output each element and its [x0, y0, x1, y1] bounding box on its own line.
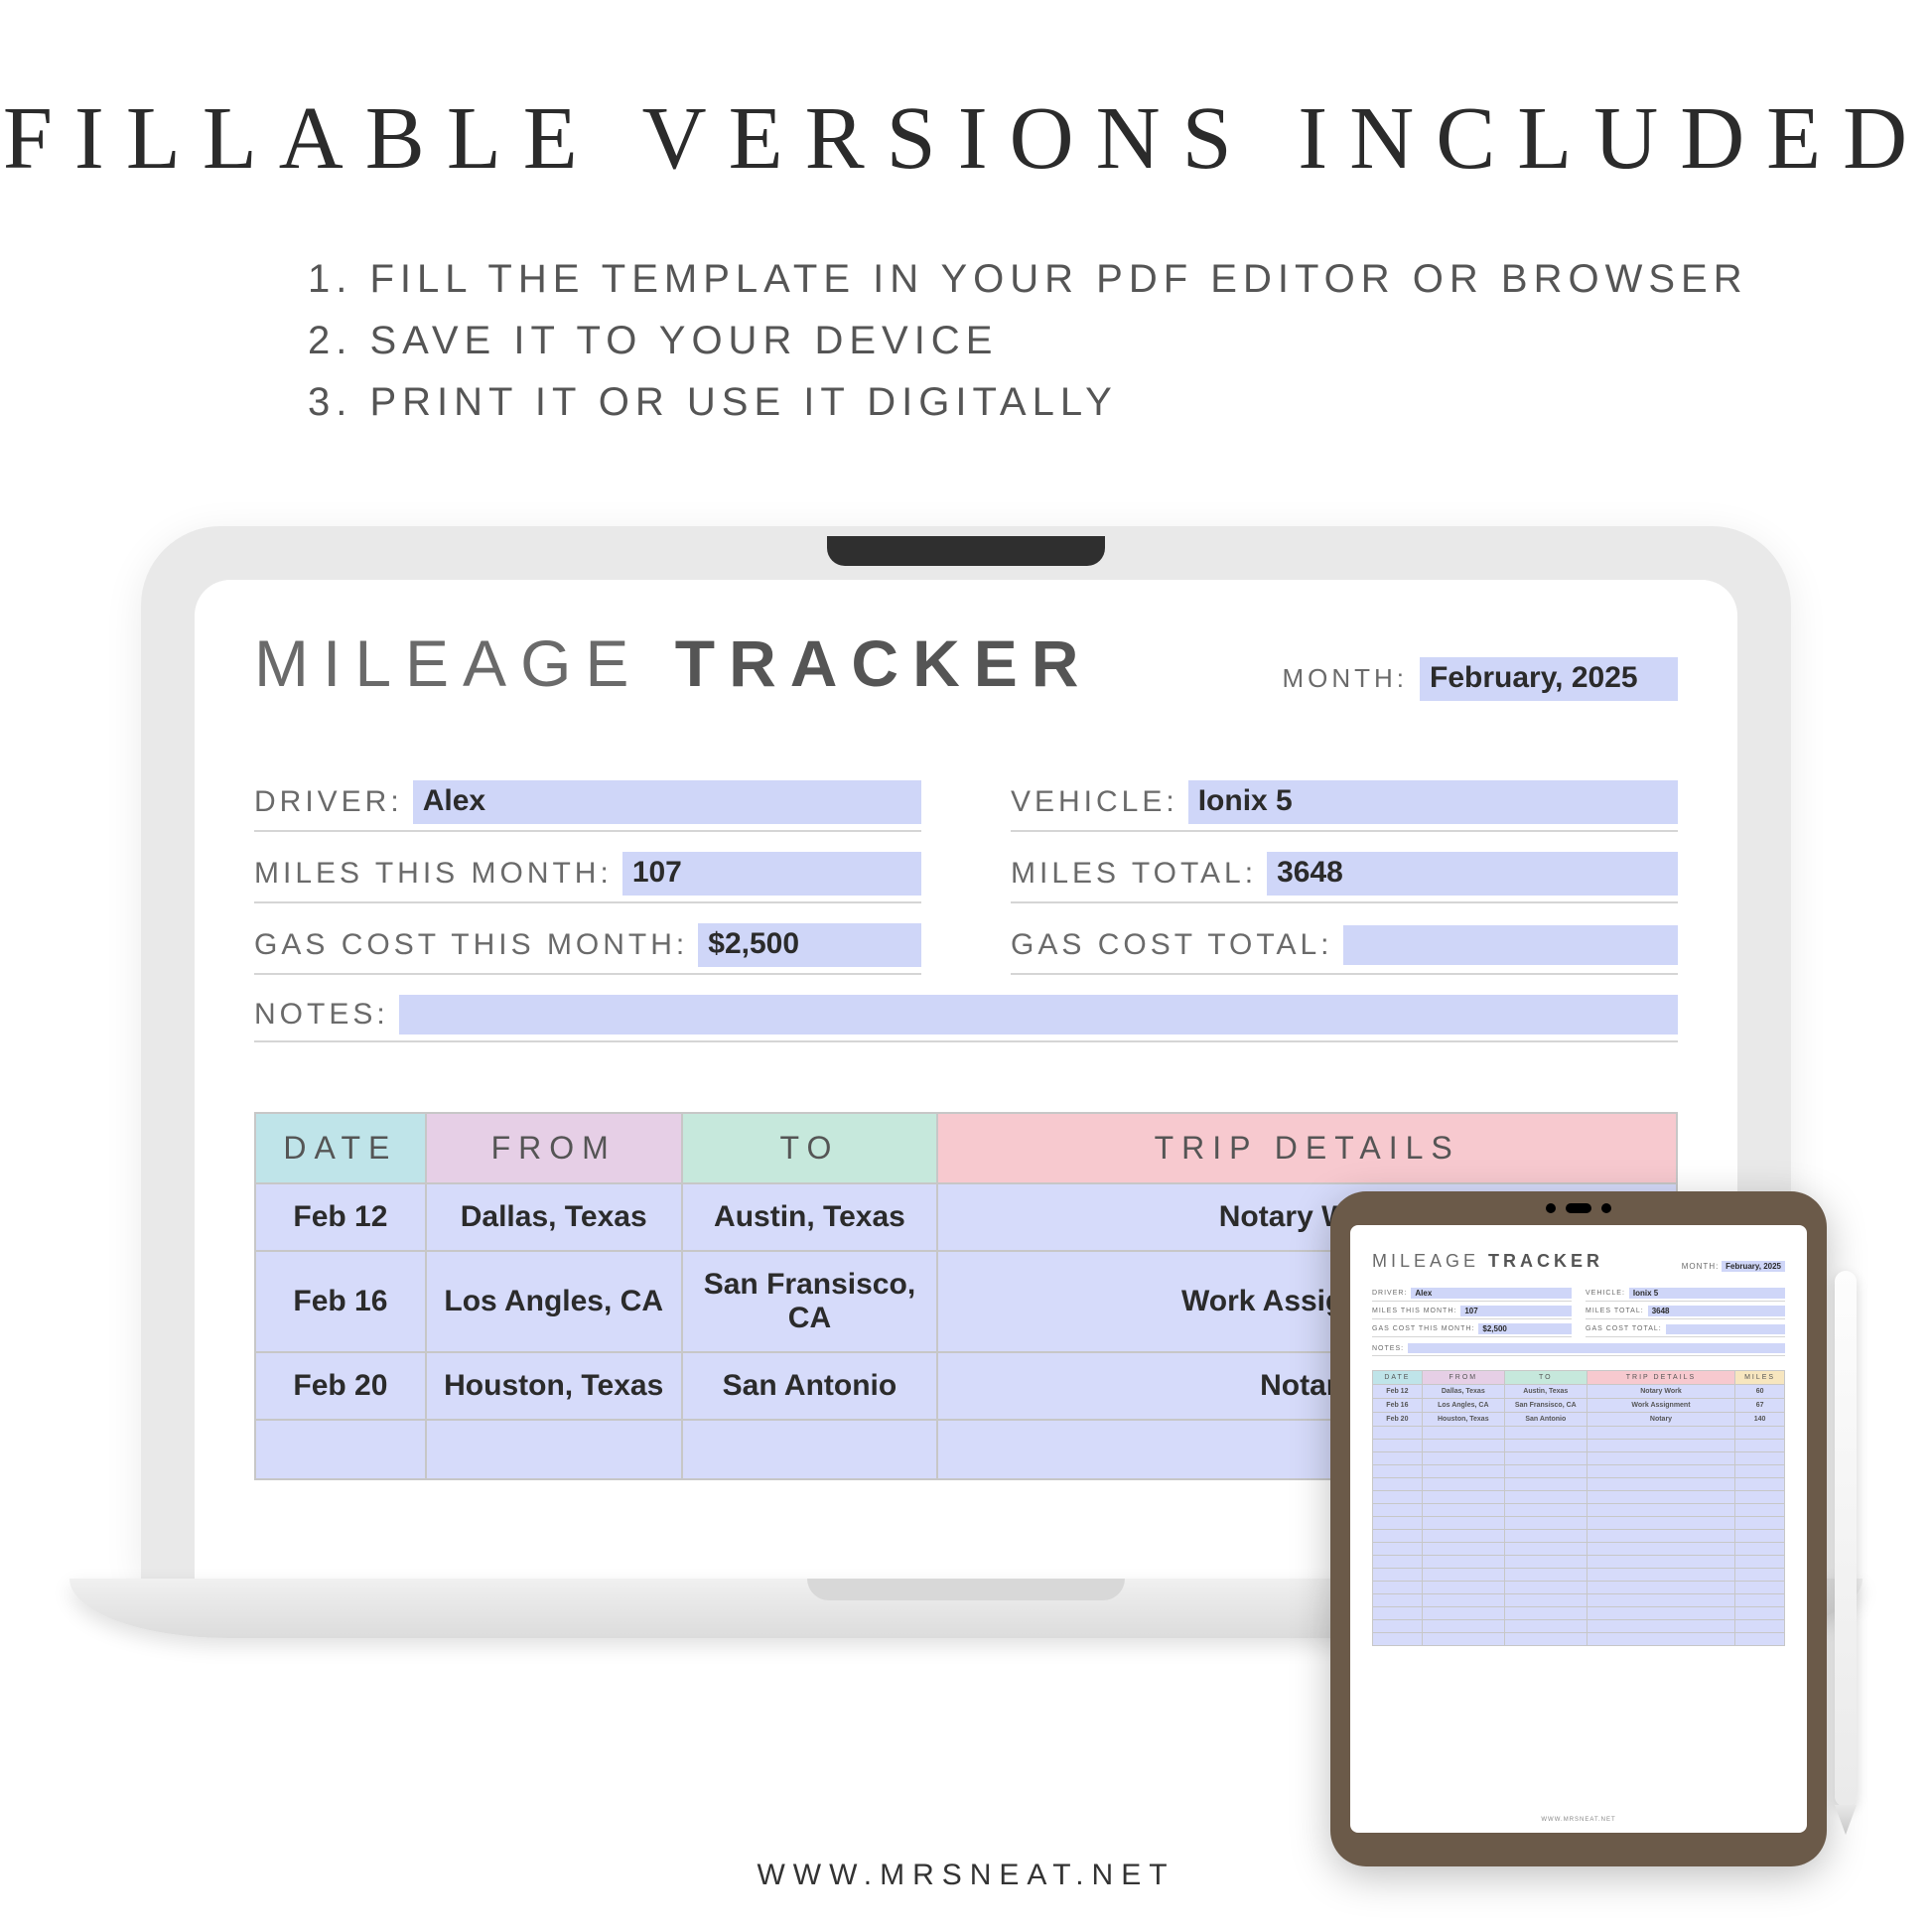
mini-notes-field[interactable]	[1408, 1343, 1785, 1353]
month-label: MONTH:	[1282, 663, 1408, 694]
mini-col-details: TRIP DETAILS	[1587, 1371, 1734, 1385]
cell-from[interactable]: Houston, Texas	[426, 1352, 682, 1420]
cell-date[interactable]: Feb 16	[255, 1251, 426, 1352]
notes-label: NOTES:	[254, 998, 389, 1032]
table-row-empty	[1373, 1620, 1785, 1633]
mini-col-from: FROM	[1422, 1371, 1504, 1385]
col-to: TO	[682, 1113, 938, 1183]
table-row-empty	[1373, 1569, 1785, 1582]
cell-date[interactable]: Feb 20	[255, 1352, 426, 1420]
cell-date[interactable]: Feb 12	[255, 1183, 426, 1251]
mini-milestotal-field[interactable]: 3648	[1648, 1306, 1785, 1316]
table-row-empty	[1373, 1607, 1785, 1620]
table-row-empty	[1373, 1543, 1785, 1556]
driver-label: DRIVER:	[254, 785, 403, 819]
page-heading: FILLABLE VERSIONS INCLUDED	[0, 87, 1932, 190]
col-tripdetails: TRIP DETAILS	[937, 1113, 1677, 1183]
col-date: DATE	[255, 1113, 426, 1183]
mini-col-date: DATE	[1373, 1371, 1423, 1385]
mini-driver-field[interactable]: Alex	[1411, 1288, 1572, 1299]
miles-total-field[interactable]: 3648	[1267, 852, 1678, 896]
cell-from[interactable]: Los Angles, CA	[426, 1251, 682, 1352]
table-row: Feb 12 Dallas, Texas Austin, Texas Notar…	[1373, 1385, 1785, 1399]
tablet-camera	[1546, 1203, 1611, 1213]
mini-mileage-table: DATE FROM TO TRIP DETAILS MILES Feb 12 D…	[1372, 1370, 1785, 1646]
table-row-empty	[1373, 1594, 1785, 1607]
table-row-empty	[1373, 1427, 1785, 1440]
table-row-empty	[1373, 1440, 1785, 1452]
cell-to[interactable]: Austin, Texas	[682, 1183, 938, 1251]
footer-url: WWW.MRSNEAT.NET	[0, 1859, 1932, 1892]
title-strong: TRACKER	[675, 626, 1093, 700]
table-row-empty	[1373, 1478, 1785, 1491]
table-row: Feb 20 Houston, Texas San Antonio Notary…	[1373, 1413, 1785, 1427]
instruction-3: 3. PRINT IT OR USE IT DIGITALLY	[308, 371, 1748, 433]
table-row-empty	[1373, 1452, 1785, 1465]
mileage-tracker-document-mini: MILEAGE TRACKER MONTH: February, 2025 DR…	[1350, 1225, 1807, 1646]
stylus-pencil	[1835, 1271, 1857, 1807]
table-row-empty	[1373, 1633, 1785, 1646]
cell-from[interactable]: Dallas, Texas	[426, 1183, 682, 1251]
mini-month-label: MONTH:	[1682, 1262, 1720, 1271]
cell-to[interactable]: San Fransisco, CA	[682, 1251, 938, 1352]
mini-milesmonth-field[interactable]: 107	[1460, 1306, 1572, 1316]
table-row-empty	[1373, 1582, 1785, 1594]
instructions-list: 1. FILL THE TEMPLATE IN YOUR PDF EDITOR …	[308, 248, 1748, 433]
mini-month-field[interactable]: February, 2025	[1722, 1261, 1785, 1272]
mini-footer: WWW.MRSNEAT.NET	[1350, 1817, 1807, 1823]
mini-title: MILEAGE TRACKER	[1372, 1251, 1603, 1272]
instruction-1: 1. FILL THE TEMPLATE IN YOUR PDF EDITOR …	[308, 248, 1748, 310]
vehicle-label: VEHICLE:	[1011, 785, 1178, 819]
gas-month-field[interactable]: $2,500	[698, 923, 921, 967]
table-row-empty	[1373, 1530, 1785, 1543]
month-field[interactable]: February, 2025	[1420, 657, 1678, 701]
gas-month-label: GAS COST THIS MONTH:	[254, 928, 688, 962]
mini-col-to: TO	[1504, 1371, 1587, 1385]
miles-month-field[interactable]: 107	[622, 852, 921, 896]
notes-field[interactable]	[399, 995, 1678, 1035]
driver-field[interactable]: Alex	[413, 780, 921, 824]
table-row-empty	[1373, 1465, 1785, 1478]
table-row-empty	[1373, 1504, 1785, 1517]
vehicle-field[interactable]: Ionix 5	[1188, 780, 1678, 824]
instruction-2: 2. SAVE IT TO YOUR DEVICE	[308, 310, 1748, 371]
cell-to[interactable]: San Antonio	[682, 1352, 938, 1420]
title-light: MILEAGE	[254, 626, 642, 700]
col-from: FROM	[426, 1113, 682, 1183]
mini-gasmonth-field[interactable]: $2,500	[1478, 1323, 1572, 1334]
table-row-empty	[1373, 1556, 1785, 1569]
document-title: MILEAGE TRACKER	[254, 625, 1092, 701]
laptop-notch	[827, 536, 1105, 566]
table-row-empty	[1373, 1491, 1785, 1504]
miles-total-label: MILES TOTAL:	[1011, 857, 1257, 891]
miles-month-label: MILES THIS MONTH:	[254, 857, 613, 891]
mini-gastotal-field[interactable]	[1666, 1324, 1785, 1334]
gas-total-label: GAS COST TOTAL:	[1011, 928, 1333, 962]
tablet-mockup: MILEAGE TRACKER MONTH: February, 2025 DR…	[1330, 1191, 1827, 1866]
gas-total-field[interactable]	[1343, 925, 1678, 965]
mini-col-miles: MILES	[1735, 1371, 1785, 1385]
table-row-empty	[1373, 1517, 1785, 1530]
mini-vehicle-field[interactable]: Ionix 5	[1629, 1288, 1785, 1299]
table-row: Feb 16 Los Angles, CA San Fransisco, CA …	[1373, 1399, 1785, 1413]
